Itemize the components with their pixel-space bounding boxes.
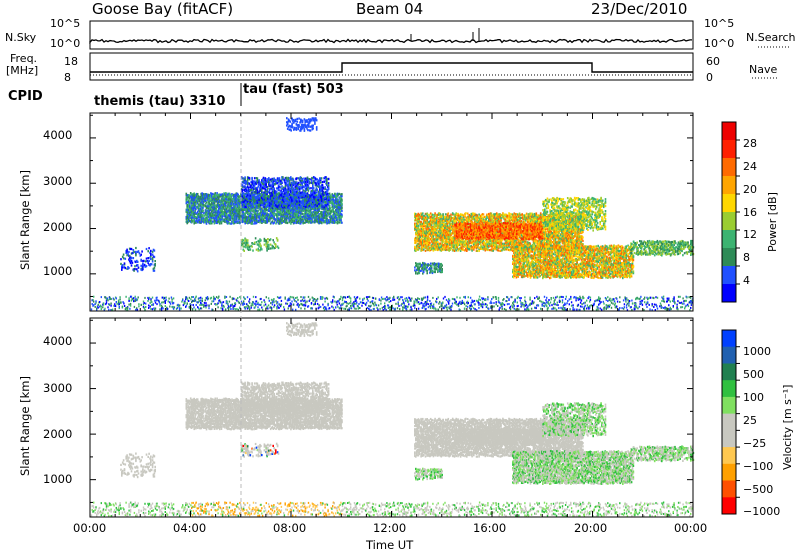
power-echo: [202, 214, 204, 216]
power-echo: [251, 210, 253, 212]
power-echo: [273, 212, 275, 214]
power-echo: [198, 195, 200, 197]
power-echo: [261, 207, 263, 209]
power-echo: [197, 211, 199, 213]
power-echo: [242, 208, 244, 210]
power-echo: [214, 222, 216, 224]
power-echo: [193, 209, 195, 211]
power-echo: [212, 196, 214, 198]
power-echo: [232, 201, 234, 203]
power-echo: [203, 204, 205, 206]
power-echo: [256, 217, 258, 219]
power-echo: [272, 220, 274, 222]
power-echo: [220, 194, 222, 196]
power-echo: [226, 202, 228, 204]
power-echo: [263, 219, 265, 221]
power-echo: [203, 212, 205, 214]
power-echo: [197, 193, 199, 195]
power-echo: [237, 213, 239, 215]
power-echo: [189, 198, 191, 200]
power-echo: [233, 203, 235, 205]
power-echo: [225, 204, 227, 206]
power-echo: [194, 211, 196, 213]
rti-plot: [0, 0, 800, 554]
power-echo: [215, 192, 217, 194]
power-echo-layer: [91, 117, 694, 311]
power-echo: [230, 198, 232, 200]
power-echo: [223, 206, 225, 208]
power-echo: [273, 215, 275, 217]
power-echo: [250, 215, 252, 217]
power-echo: [236, 218, 238, 220]
power-echo: [251, 223, 253, 225]
power-echo: [226, 214, 228, 216]
power-echo: [251, 213, 253, 215]
power-echo: [273, 222, 275, 224]
power-echo: [212, 193, 214, 195]
power-echo: [258, 210, 260, 212]
power-echo: [206, 201, 208, 203]
power-echo: [202, 210, 204, 212]
power-echo: [199, 219, 201, 221]
power-echo: [274, 209, 276, 211]
power-echo: [238, 196, 240, 198]
power-echo: [221, 220, 223, 222]
power-echo: [219, 222, 221, 224]
power-echo: [229, 194, 231, 196]
power-echo: [221, 222, 223, 224]
power-echo: [224, 221, 226, 223]
power-echo: [206, 223, 208, 225]
power-echo: [275, 218, 277, 220]
